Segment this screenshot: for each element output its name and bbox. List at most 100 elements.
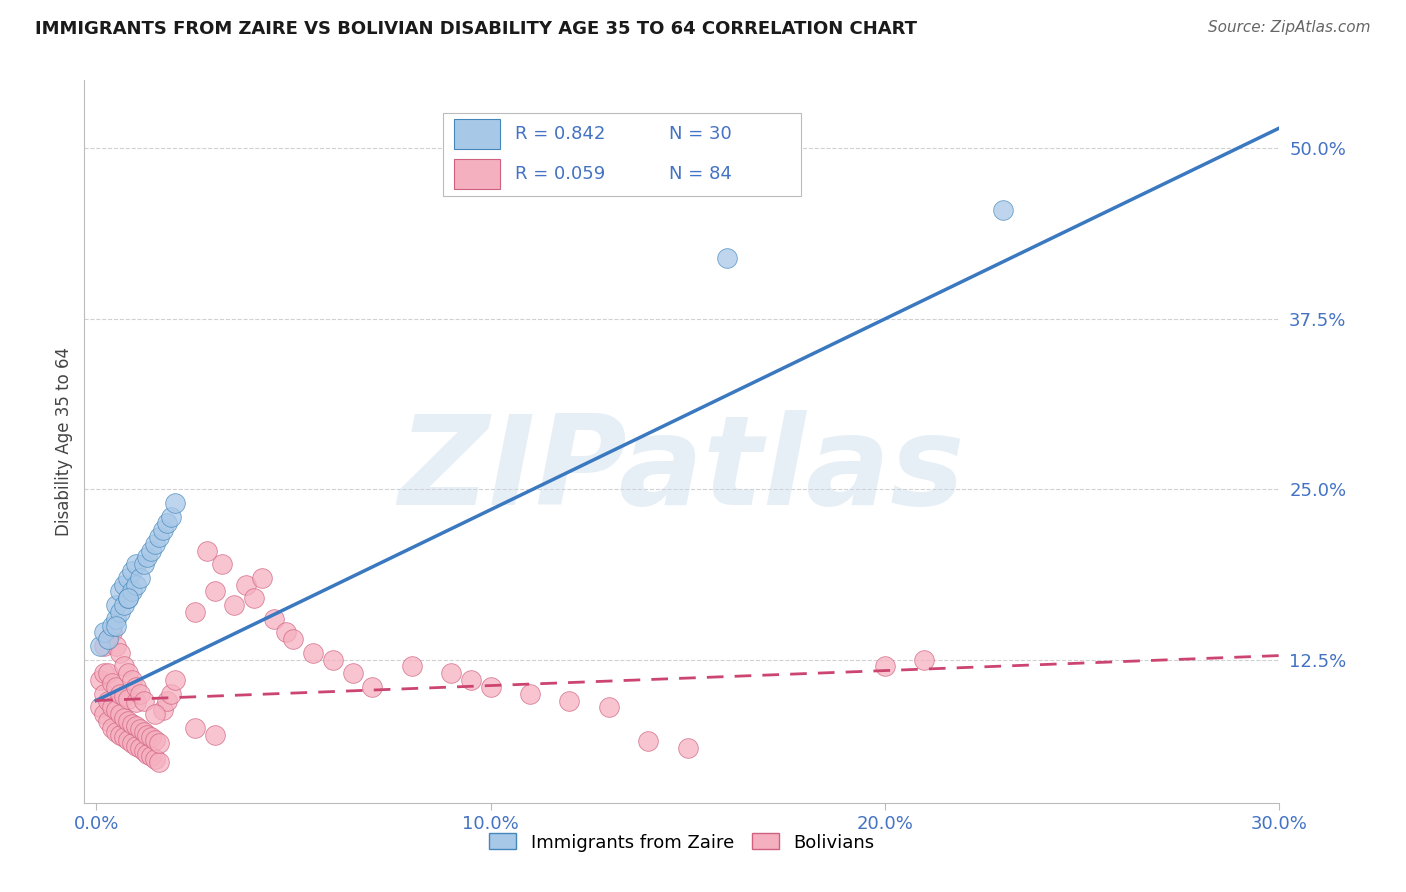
Point bbox=[274, 625, 297, 640]
Point bbox=[598, 700, 620, 714]
Point bbox=[117, 733, 139, 747]
Point bbox=[873, 659, 896, 673]
Point bbox=[112, 731, 135, 745]
Point bbox=[160, 509, 183, 524]
Legend: Immigrants from Zaire, Bolivians: Immigrants from Zaire, Bolivians bbox=[482, 826, 882, 859]
Point bbox=[224, 598, 246, 612]
Point bbox=[479, 680, 502, 694]
Point bbox=[440, 666, 463, 681]
Point bbox=[89, 700, 111, 714]
Point bbox=[121, 584, 143, 599]
Point bbox=[104, 639, 127, 653]
Point bbox=[104, 598, 127, 612]
Point bbox=[97, 632, 120, 647]
Point bbox=[104, 725, 127, 739]
Point bbox=[121, 673, 143, 687]
Point bbox=[117, 714, 139, 728]
Point bbox=[250, 571, 273, 585]
Point bbox=[204, 584, 226, 599]
Point bbox=[124, 739, 146, 753]
Point bbox=[283, 632, 305, 647]
Point bbox=[401, 659, 423, 673]
Point bbox=[97, 666, 120, 681]
Point bbox=[128, 571, 150, 585]
Point bbox=[128, 741, 150, 756]
Point bbox=[243, 591, 266, 606]
Point bbox=[143, 752, 166, 766]
Point bbox=[104, 703, 127, 717]
Point bbox=[117, 692, 139, 706]
Point bbox=[148, 736, 170, 750]
Point bbox=[141, 543, 163, 558]
Point bbox=[101, 625, 124, 640]
Point bbox=[121, 564, 143, 578]
Point bbox=[97, 714, 120, 728]
Point bbox=[914, 653, 936, 667]
Point bbox=[89, 639, 111, 653]
Point bbox=[108, 728, 131, 742]
Point bbox=[93, 687, 115, 701]
Point bbox=[460, 673, 482, 687]
Point bbox=[184, 721, 207, 735]
Text: ZIPatlas: ZIPatlas bbox=[399, 410, 965, 531]
Point bbox=[152, 523, 174, 537]
Point bbox=[361, 680, 384, 694]
Point bbox=[117, 591, 139, 606]
Point bbox=[101, 721, 124, 735]
Point bbox=[117, 571, 139, 585]
Point bbox=[160, 687, 183, 701]
Text: Source: ZipAtlas.com: Source: ZipAtlas.com bbox=[1208, 20, 1371, 35]
Point bbox=[132, 693, 155, 707]
Point bbox=[121, 736, 143, 750]
Point bbox=[558, 693, 581, 707]
Point bbox=[101, 676, 124, 690]
Point bbox=[108, 687, 131, 701]
Y-axis label: Disability Age 35 to 64: Disability Age 35 to 64 bbox=[55, 347, 73, 536]
Point bbox=[121, 716, 143, 731]
Point bbox=[112, 577, 135, 591]
Point bbox=[112, 598, 135, 612]
Point bbox=[143, 707, 166, 722]
Point bbox=[148, 755, 170, 769]
Point bbox=[128, 687, 150, 701]
Point bbox=[165, 673, 187, 687]
Point bbox=[108, 707, 131, 722]
Point bbox=[141, 731, 163, 745]
Point bbox=[112, 690, 135, 704]
Point bbox=[108, 584, 131, 599]
Point bbox=[519, 687, 541, 701]
Point bbox=[993, 202, 1015, 217]
Point bbox=[136, 728, 159, 742]
Point bbox=[211, 558, 233, 572]
Point bbox=[143, 733, 166, 747]
Point bbox=[101, 618, 124, 632]
Point bbox=[165, 496, 187, 510]
Point bbox=[117, 591, 139, 606]
Point bbox=[342, 666, 364, 681]
Point bbox=[148, 530, 170, 544]
Point bbox=[184, 605, 207, 619]
Point bbox=[676, 741, 699, 756]
Text: IMMIGRANTS FROM ZAIRE VS BOLIVIAN DISABILITY AGE 35 TO 64 CORRELATION CHART: IMMIGRANTS FROM ZAIRE VS BOLIVIAN DISABI… bbox=[35, 20, 917, 37]
Point bbox=[132, 558, 155, 572]
Point bbox=[124, 680, 146, 694]
Point bbox=[124, 558, 146, 572]
Point bbox=[108, 605, 131, 619]
Point bbox=[104, 612, 127, 626]
Point bbox=[263, 612, 285, 626]
Point bbox=[637, 734, 659, 748]
Point bbox=[128, 722, 150, 736]
Point bbox=[93, 625, 115, 640]
Point bbox=[302, 646, 325, 660]
Point bbox=[97, 632, 120, 647]
Point bbox=[104, 618, 127, 632]
Point bbox=[97, 693, 120, 707]
Point bbox=[136, 550, 159, 565]
Point bbox=[93, 666, 115, 681]
Point bbox=[93, 639, 115, 653]
Point bbox=[93, 707, 115, 722]
Point bbox=[195, 543, 218, 558]
Point bbox=[124, 719, 146, 733]
Point bbox=[141, 749, 163, 764]
Point bbox=[124, 577, 146, 591]
